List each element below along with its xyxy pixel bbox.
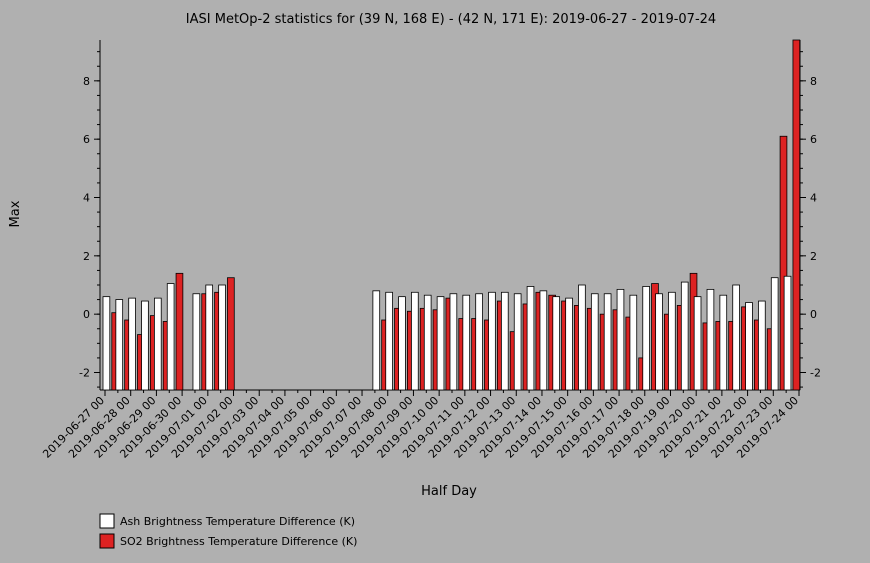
bar-ash [719,294,728,391]
bar-ash [680,281,689,391]
bar-ash [693,296,702,391]
bar-ash [218,284,226,391]
bar-ash [205,284,214,391]
bar-ash [565,297,573,391]
bar-ash [436,296,445,391]
bar-ash [128,297,136,391]
bar-ash [526,286,535,391]
y-tick-label: -2 [79,367,90,380]
bar-ash [732,284,740,391]
bar-so2 [175,272,184,391]
bar-so2 [779,135,788,391]
y-tick-label: 2 [83,250,90,263]
bar-ash [501,291,509,391]
bar-ash [783,275,792,391]
bar-ash [462,294,471,391]
bar-ash [668,291,676,391]
bar-ash [372,290,381,391]
y-tick-label-right: 0 [810,308,817,321]
legend-label-ash: Ash Brightness Temperature Difference (K… [120,515,355,528]
bar-ash [488,291,496,391]
bar-ash [141,300,149,391]
y-tick-label: 6 [83,133,90,146]
y-tick-label-right: 6 [810,133,817,146]
bar-ash [590,293,599,391]
bar-ash [423,294,432,391]
bar-ash [449,293,458,391]
y-tick-label: 8 [83,75,90,88]
bar-ash [539,290,548,391]
bar-ash [706,288,715,391]
bar-ash [758,300,766,391]
bar-ash [102,296,111,391]
bar-ash [578,284,586,391]
bar-ash [770,277,779,391]
bar-ash [655,293,663,391]
y-axis-label: Max [8,200,23,227]
legend: Ash Brightness Temperature Difference (K… [99,513,357,549]
bar-ash [411,291,419,391]
bar-ash [552,296,561,391]
legend-swatch-so2 [99,533,115,549]
bar-ash [475,293,483,391]
y-tick-label-right: 8 [810,75,817,88]
bar-ash [385,291,393,391]
bar-so2 [227,277,235,391]
y-tick-label-right: 4 [810,192,817,205]
bar-ash [192,293,201,391]
bar-so2 [792,39,801,391]
bar-ash [166,283,175,391]
legend-swatch-ash [99,513,115,529]
bars [102,39,801,391]
y-tick-label-right: -2 [810,367,821,380]
bar-ash [603,293,612,391]
legend-label-so2: SO2 Brightness Temperature Difference (K… [120,535,357,548]
bar-ash [629,294,638,391]
y-tick-label-right: 2 [810,250,817,263]
chart-title: IASI MetOp-2 statistics for (39 N, 168 E… [186,12,716,27]
bar-ash [616,288,625,391]
bar-ash [154,297,162,391]
bar-ash [745,302,753,391]
bar-ash [642,286,650,391]
y-tick-label: 0 [83,308,90,321]
y-tick-label: 4 [83,192,90,205]
bar-ash [115,299,124,391]
x-axis-label: Half Day [421,484,477,499]
bar-ash [513,293,522,391]
bar-ash [398,296,406,391]
